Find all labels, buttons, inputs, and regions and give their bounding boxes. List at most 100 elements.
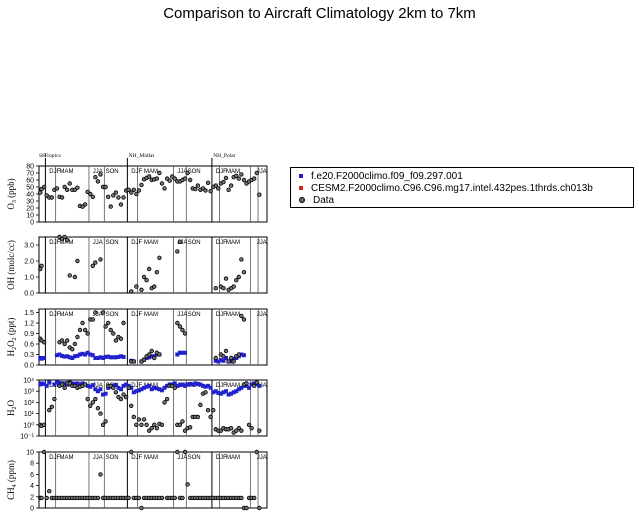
y-label-main: OH	[6, 276, 16, 289]
data-point	[234, 173, 239, 178]
data-point	[180, 495, 185, 501]
model1-point	[85, 383, 90, 388]
data-point	[172, 385, 177, 391]
data-point	[208, 414, 213, 420]
data-point	[116, 195, 121, 200]
data-point	[254, 170, 259, 176]
legend-item-model1: f.e20.F2000climo.f09_f09.297.001	[299, 170, 463, 183]
data-point	[118, 396, 124, 402]
model1-point	[154, 386, 159, 391]
data-point	[162, 186, 167, 191]
data-point	[90, 400, 95, 405]
data-point	[98, 411, 103, 416]
season-label: MAM	[226, 312, 240, 318]
season-label: DJF	[131, 312, 142, 318]
season-label: JJA	[177, 312, 187, 318]
data-point	[98, 172, 103, 177]
model1-point	[72, 354, 77, 359]
data-point	[134, 422, 139, 427]
data-point	[64, 187, 70, 192]
season-label: JJA	[177, 240, 187, 246]
model1-point	[77, 352, 82, 357]
data-point	[131, 359, 136, 364]
model1-point	[142, 385, 147, 390]
data-point	[249, 425, 254, 431]
model1-point	[42, 356, 47, 360]
data-point	[59, 382, 65, 387]
region-label: NH_Midlat	[129, 153, 155, 159]
data-point	[121, 320, 126, 326]
region-label: Tropics	[44, 153, 61, 159]
model1-point	[116, 385, 121, 390]
model1-point	[257, 383, 262, 388]
y-tick-label: 10⁻¹	[20, 434, 34, 441]
model1-point	[88, 352, 93, 357]
data-point	[59, 195, 65, 200]
data-point	[180, 419, 185, 424]
y-label-main: H	[6, 349, 16, 356]
model1-point	[77, 382, 82, 387]
y-label-tail: (ppb)	[6, 178, 16, 200]
y-tick-label: 1.0	[24, 275, 34, 282]
data-point	[108, 327, 113, 333]
season-label: MAM	[226, 383, 240, 389]
data-point	[244, 505, 249, 511]
season-label: JJA	[257, 312, 267, 318]
data-point	[41, 340, 47, 345]
data-point	[67, 181, 72, 186]
model1-point	[239, 385, 244, 390]
season-label: MAM	[59, 169, 73, 175]
data-point	[218, 428, 224, 433]
model1-point	[80, 351, 85, 356]
model1-point	[206, 383, 211, 388]
data-point	[47, 408, 52, 413]
season-label: JJA	[93, 383, 103, 389]
data-point	[223, 175, 229, 181]
panel-oh: DJF MAM JJA SON DJF MAM JJA SON DJF MAM JJA0.01.02…	[6, 234, 268, 298]
data-point	[182, 428, 188, 433]
data-point	[152, 355, 157, 361]
data-point	[175, 249, 180, 254]
season-label: MAM	[226, 455, 240, 461]
panel-frame	[38, 236, 268, 294]
data-point	[167, 178, 172, 183]
data-point	[111, 385, 116, 391]
y-tick-label: 8	[30, 461, 34, 468]
model1-point	[101, 392, 106, 397]
data-point	[251, 495, 257, 501]
season-label: DJF	[49, 169, 60, 175]
model1-point	[44, 383, 49, 388]
data-point	[108, 204, 113, 209]
data-point	[159, 495, 165, 501]
model1-point	[131, 390, 136, 395]
model1-point	[234, 389, 239, 394]
model1-point	[165, 383, 170, 388]
data-point	[241, 177, 247, 183]
data-point	[95, 495, 101, 501]
model1-point	[180, 350, 185, 355]
legend-label-data: Data	[313, 195, 335, 206]
y-tick-label: 0.6	[24, 342, 34, 349]
season-label: JJA	[257, 455, 267, 461]
season-label: DJF	[49, 240, 60, 246]
data-point	[195, 414, 201, 420]
season-label: SON	[106, 455, 119, 461]
model1-point	[221, 390, 226, 395]
data-point	[195, 183, 201, 188]
data-point	[187, 425, 193, 430]
data-point	[121, 392, 126, 397]
data-point	[44, 495, 49, 501]
season-label: MAM	[144, 455, 158, 461]
data-point	[254, 380, 259, 385]
data-point	[39, 263, 44, 268]
panel-frame	[38, 451, 268, 509]
model1-point	[134, 389, 139, 394]
data-point	[234, 428, 239, 433]
data-point	[251, 383, 257, 389]
legend: f.e20.F2000climo.f09_f09.297.001 CESM2.F…	[290, 167, 634, 208]
data-point	[257, 505, 262, 511]
model1-point	[65, 354, 70, 359]
data-point	[152, 284, 157, 289]
data-point	[139, 182, 144, 188]
legend-label-model2: CESM2.F2000climo.C96.C96.mg17.intel.432p…	[311, 183, 593, 194]
